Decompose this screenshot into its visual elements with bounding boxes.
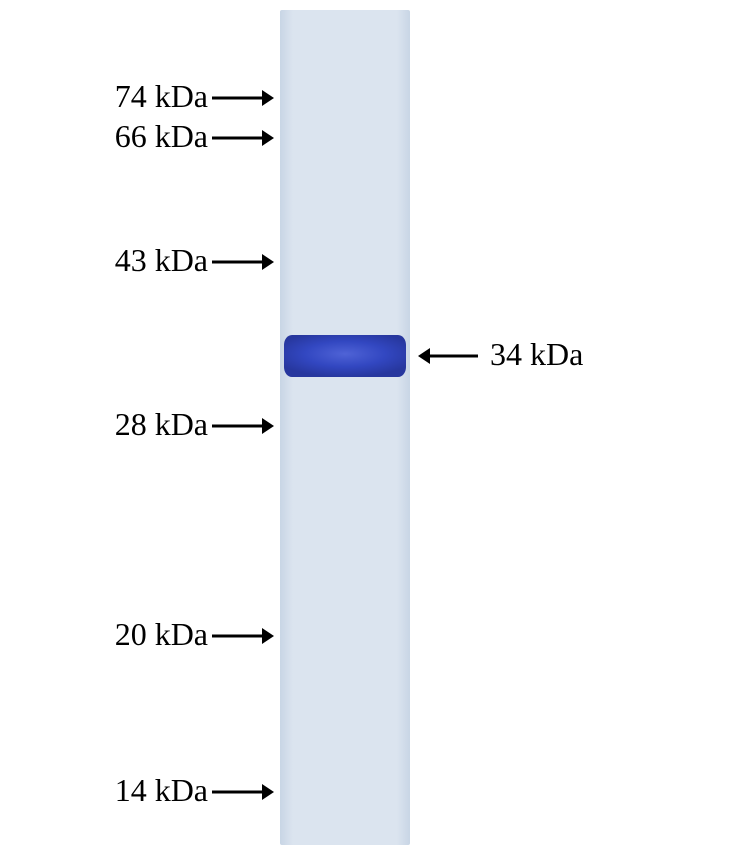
marker-label: 43 kDa bbox=[115, 244, 208, 276]
marker-label: 14 kDa bbox=[115, 774, 208, 806]
result-label: 34 kDa bbox=[490, 338, 583, 370]
marker-arrow-icon bbox=[210, 416, 276, 417]
marker-arrow-icon bbox=[210, 252, 276, 253]
result-arrow-icon bbox=[416, 346, 480, 347]
gel-figure: WWW.PTGLAB.COM 74 kDa66 kDa43 kDa28 kDa2… bbox=[0, 0, 740, 857]
marker-label: 74 kDa bbox=[115, 80, 208, 112]
marker-label: 66 kDa bbox=[115, 120, 208, 152]
marker-arrow-icon bbox=[210, 782, 276, 783]
gel-lane bbox=[280, 10, 410, 845]
protein-band bbox=[284, 335, 406, 377]
marker-arrow-icon bbox=[210, 626, 276, 627]
marker-arrow-icon bbox=[210, 128, 276, 129]
marker-label: 20 kDa bbox=[115, 618, 208, 650]
marker-label: 28 kDa bbox=[115, 408, 208, 440]
marker-arrow-icon bbox=[210, 88, 276, 89]
